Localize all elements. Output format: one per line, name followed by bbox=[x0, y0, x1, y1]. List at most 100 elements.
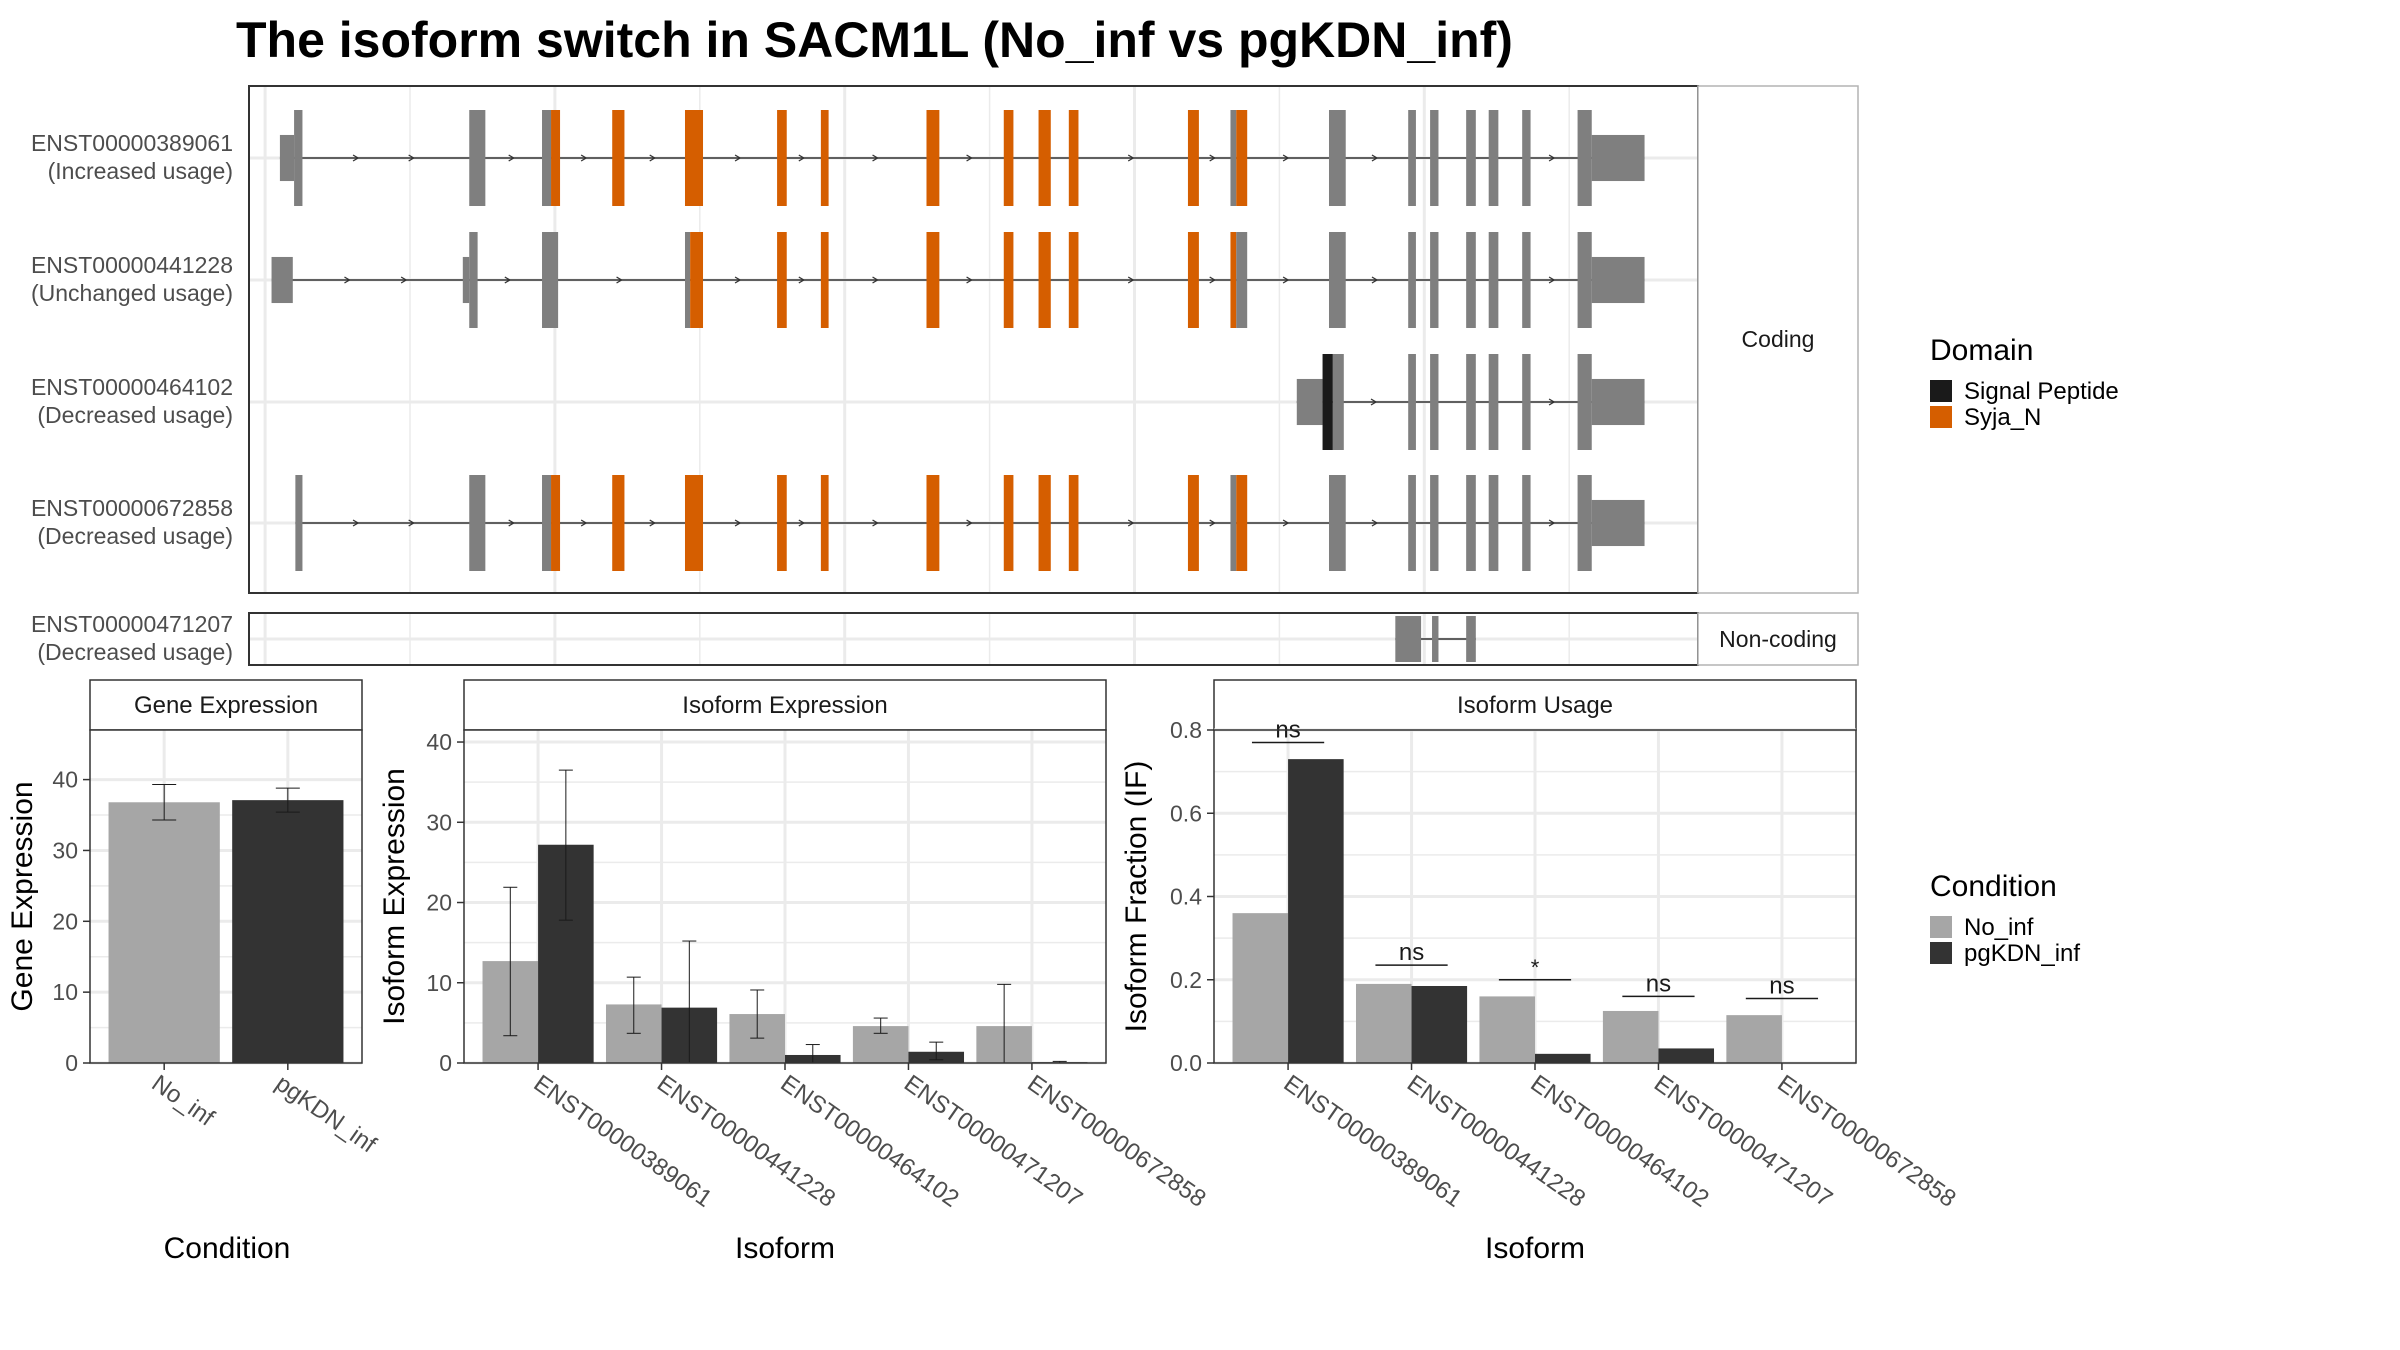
significance-label: ns bbox=[1646, 970, 1671, 997]
transcript-id-label: ENST00000464102 bbox=[31, 374, 233, 400]
exon bbox=[1328, 475, 1346, 571]
panel-border bbox=[89, 729, 363, 1064]
intron-arrow bbox=[508, 154, 515, 162]
intron-arrow bbox=[1209, 154, 1216, 162]
transcript-id-label: ENST00000672858 bbox=[31, 495, 233, 521]
intron-arrow bbox=[1548, 154, 1556, 162]
x-axis-title: Isoform bbox=[1485, 1232, 1585, 1265]
intron-arrow bbox=[504, 276, 512, 284]
exon bbox=[1488, 475, 1499, 571]
transcript-usage-label: (Increased usage) bbox=[48, 158, 233, 184]
x-axis-title: Condition bbox=[164, 1232, 291, 1265]
bar bbox=[1726, 1015, 1782, 1063]
legend-swatch bbox=[1930, 916, 1952, 938]
isoform-expression-panel: Isoform Expression010203040ENST000003890… bbox=[378, 679, 1211, 1265]
exon bbox=[1488, 110, 1499, 206]
exon bbox=[1395, 616, 1422, 662]
exon bbox=[1466, 232, 1476, 328]
bar bbox=[1479, 996, 1535, 1063]
y-axis-title: Isoform Expression bbox=[378, 768, 411, 1025]
exon bbox=[1591, 378, 1645, 426]
intron-arrow bbox=[352, 519, 360, 527]
domain-exon bbox=[1068, 232, 1079, 328]
exon bbox=[1466, 110, 1476, 206]
legend-swatch bbox=[1930, 942, 1952, 964]
bar bbox=[1658, 1048, 1715, 1063]
y-tick-label: 0.6 bbox=[1170, 800, 1202, 826]
exon bbox=[1488, 354, 1499, 450]
domain-exon bbox=[1322, 354, 1333, 450]
domain-exon bbox=[1003, 110, 1014, 206]
exon bbox=[1466, 354, 1476, 450]
exon bbox=[1328, 110, 1346, 206]
exon bbox=[1230, 110, 1237, 206]
intron-arrow bbox=[1282, 276, 1290, 284]
domain-exon bbox=[551, 475, 561, 571]
exon bbox=[1522, 354, 1531, 450]
bar bbox=[1355, 983, 1412, 1063]
exon bbox=[462, 256, 470, 304]
intron-arrow bbox=[872, 276, 879, 284]
domain-exon bbox=[1187, 475, 1199, 571]
legend-label: Signal Peptide bbox=[1964, 378, 2119, 405]
exon bbox=[1591, 134, 1645, 182]
exon bbox=[1236, 232, 1248, 328]
exon bbox=[294, 110, 303, 206]
legend-swatch bbox=[1930, 380, 1952, 402]
intron-arrow bbox=[966, 276, 973, 284]
panel-background bbox=[249, 86, 1698, 593]
intron-arrow bbox=[352, 154, 360, 162]
domain-exon bbox=[1068, 110, 1079, 206]
facet-strip bbox=[463, 679, 1107, 731]
intron-arrow bbox=[616, 276, 623, 284]
intron-arrow bbox=[1548, 519, 1556, 527]
intron-arrow bbox=[872, 519, 879, 527]
intron-arrow bbox=[1371, 519, 1379, 527]
domain-exon bbox=[777, 110, 787, 206]
exon bbox=[469, 232, 478, 328]
domain-exon bbox=[612, 110, 625, 206]
domain-exon bbox=[551, 110, 561, 206]
intron-arrow bbox=[734, 519, 742, 527]
facet-title: Gene Expression bbox=[134, 692, 318, 719]
y-tick-label: 0.2 bbox=[1170, 967, 1202, 993]
domain-exon bbox=[1230, 232, 1237, 328]
legend-label: Syja_N bbox=[1964, 404, 2041, 431]
intron-arrow bbox=[400, 276, 408, 284]
domain-exon bbox=[684, 475, 704, 571]
intron-arrow bbox=[734, 276, 742, 284]
y-tick-label: 10 bbox=[52, 979, 78, 1005]
exon bbox=[1408, 232, 1416, 328]
intron-arrow bbox=[966, 519, 973, 527]
intron-arrow bbox=[1209, 276, 1216, 284]
domain-exon bbox=[777, 475, 787, 571]
domain-exon bbox=[1038, 110, 1051, 206]
intron-arrow bbox=[1127, 519, 1135, 527]
intron-arrow bbox=[649, 154, 656, 162]
y-tick-label: 20 bbox=[426, 890, 452, 916]
exon bbox=[1466, 475, 1476, 571]
domain-exon bbox=[1068, 475, 1079, 571]
domain-exon bbox=[926, 475, 940, 571]
exon bbox=[684, 232, 691, 328]
intron-arrow bbox=[1371, 276, 1379, 284]
facet-strip bbox=[1697, 612, 1859, 666]
intron-arrow bbox=[408, 154, 415, 162]
domain-exon bbox=[926, 232, 940, 328]
intron-arrow bbox=[798, 154, 806, 162]
bar bbox=[1411, 985, 1468, 1063]
y-tick-label: 40 bbox=[52, 767, 78, 793]
exon bbox=[1522, 475, 1531, 571]
domain-exon bbox=[1187, 110, 1199, 206]
exon bbox=[1522, 110, 1531, 206]
exon bbox=[1408, 475, 1416, 571]
exon bbox=[1328, 232, 1346, 328]
intron-arrow bbox=[1282, 154, 1290, 162]
y-tick-label: 40 bbox=[426, 729, 452, 755]
figure-title: The isoform switch in SACM1L (No_inf vs … bbox=[236, 12, 1513, 68]
transcript-id-label: ENST00000389061 bbox=[31, 130, 233, 156]
intron-arrow bbox=[798, 276, 806, 284]
facet-title: Isoform Expression bbox=[682, 692, 887, 719]
intron-arrow bbox=[580, 519, 588, 527]
